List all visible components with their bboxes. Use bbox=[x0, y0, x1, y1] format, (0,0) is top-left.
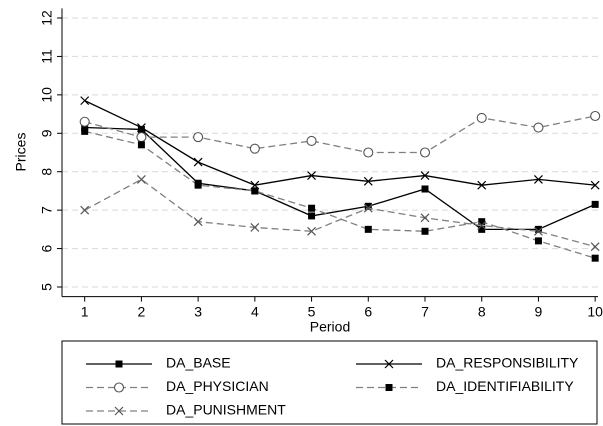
marker bbox=[250, 223, 260, 232]
marker bbox=[363, 147, 374, 158]
marker bbox=[364, 202, 372, 210]
y-tick-label: 10 bbox=[39, 87, 55, 103]
y-tick-label: 7 bbox=[39, 206, 55, 214]
x-tick-label: 7 bbox=[421, 303, 429, 319]
legend-label: DA_BASE bbox=[166, 355, 231, 371]
x-tick-label: 2 bbox=[138, 303, 146, 319]
legend-label: DA_PUNISHMENT bbox=[166, 402, 286, 418]
marker bbox=[477, 180, 487, 190]
marker bbox=[534, 237, 542, 245]
x-tick-label: 1 bbox=[81, 303, 89, 319]
marker bbox=[249, 143, 260, 154]
marker bbox=[80, 205, 90, 215]
marker bbox=[194, 181, 202, 189]
legend-marker bbox=[385, 384, 393, 391]
x-tick-label: 10 bbox=[587, 303, 603, 319]
marker bbox=[307, 171, 316, 180]
marker bbox=[421, 227, 429, 235]
marker bbox=[478, 218, 486, 226]
legend-marker bbox=[384, 359, 394, 369]
marker bbox=[533, 122, 544, 133]
legend-label: DA_RESPONSIBILITY bbox=[436, 355, 579, 371]
marker bbox=[79, 116, 90, 127]
x-tick-label: 8 bbox=[478, 303, 486, 319]
marker bbox=[476, 112, 487, 123]
marker bbox=[137, 141, 145, 149]
x-tick-label: 5 bbox=[308, 303, 316, 319]
marker bbox=[137, 125, 145, 133]
marker bbox=[306, 135, 317, 147]
marker bbox=[478, 225, 486, 233]
marker bbox=[421, 185, 429, 193]
legend-label: DA_PHYSICIAN bbox=[166, 378, 269, 394]
marker bbox=[364, 225, 372, 233]
marker bbox=[591, 200, 599, 208]
legend-marker bbox=[114, 406, 124, 416]
marker bbox=[307, 226, 316, 236]
y-tick-label: 5 bbox=[39, 283, 55, 291]
marker bbox=[534, 174, 543, 184]
legend-marker bbox=[115, 360, 123, 368]
marker bbox=[80, 96, 90, 106]
y-tick-label: 8 bbox=[39, 168, 55, 176]
series-line bbox=[84, 178, 596, 248]
marker bbox=[81, 124, 89, 132]
x-tick-label: 9 bbox=[535, 303, 543, 319]
y-tick-label: 9 bbox=[39, 129, 55, 137]
marker bbox=[534, 225, 542, 233]
y-tick-label: 6 bbox=[39, 244, 55, 252]
marker bbox=[363, 176, 373, 186]
marker bbox=[193, 132, 204, 143]
marker bbox=[420, 171, 430, 180]
legend-label: DA_IDENTIFIABILITY bbox=[436, 378, 574, 394]
legend-box bbox=[61, 340, 598, 425]
marker bbox=[193, 217, 203, 227]
marker bbox=[419, 147, 431, 158]
marker bbox=[477, 221, 487, 230]
marker bbox=[251, 187, 259, 195]
x-tick-label: 3 bbox=[194, 303, 202, 319]
marker bbox=[590, 110, 601, 122]
marker bbox=[308, 204, 316, 212]
marker bbox=[590, 180, 600, 190]
marker bbox=[193, 157, 203, 167]
marker bbox=[591, 254, 599, 262]
series-line bbox=[84, 130, 596, 259]
marker bbox=[81, 127, 89, 135]
y-tick-label: 11 bbox=[39, 49, 55, 64]
y-tick-label: 12 bbox=[39, 10, 55, 26]
x-axis-label: Period bbox=[310, 319, 350, 335]
marker bbox=[534, 226, 543, 236]
series-line bbox=[84, 126, 596, 231]
x-tick-label: 4 bbox=[251, 303, 259, 319]
series-line bbox=[84, 100, 596, 186]
marker bbox=[363, 203, 373, 213]
marker bbox=[136, 132, 147, 143]
legend-marker bbox=[113, 382, 125, 393]
marker bbox=[590, 242, 600, 252]
marker bbox=[420, 213, 430, 223]
y-axis-label: Prices bbox=[13, 133, 29, 172]
marker bbox=[308, 212, 316, 220]
marker bbox=[136, 174, 146, 184]
series-line bbox=[84, 115, 596, 154]
marker bbox=[136, 123, 146, 132]
x-tick-label: 6 bbox=[364, 303, 372, 319]
